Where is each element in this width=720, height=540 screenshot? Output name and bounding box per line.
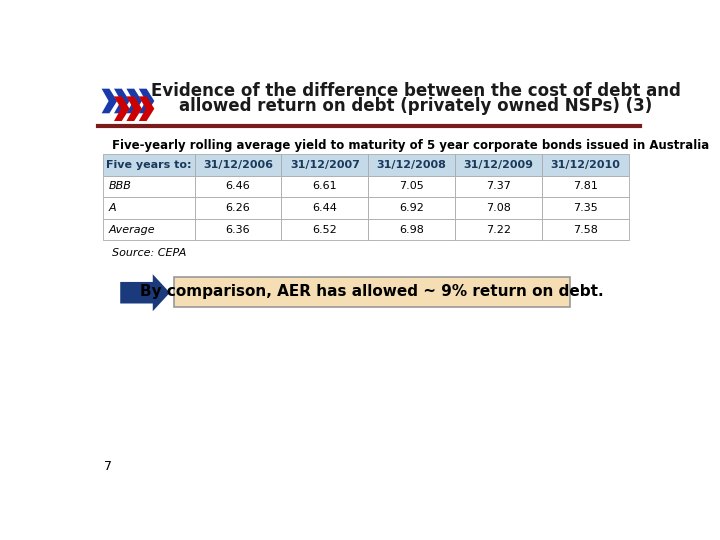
Bar (368, 154, 455, 176)
Text: 7: 7 (104, 460, 112, 473)
Text: BBB: BBB (109, 181, 132, 192)
Text: 7.22: 7.22 (486, 225, 511, 234)
Bar (455, 176, 542, 197)
Text: Five years to:: Five years to: (106, 160, 192, 170)
Text: 7.05: 7.05 (400, 181, 424, 192)
Bar (368, 197, 455, 219)
Bar (174, 278, 570, 307)
Polygon shape (114, 96, 130, 121)
Bar (103, 154, 194, 176)
Text: 31/12/2010: 31/12/2010 (550, 160, 620, 170)
Bar (194, 219, 282, 240)
Bar (103, 197, 194, 219)
Text: 7.35: 7.35 (573, 203, 598, 213)
Bar (542, 176, 629, 197)
Bar (194, 197, 282, 219)
Bar (282, 219, 368, 240)
Text: Evidence of the difference between the cost of debt and: Evidence of the difference between the c… (150, 82, 680, 100)
Text: A: A (109, 203, 116, 213)
Bar (455, 154, 542, 176)
Polygon shape (114, 89, 130, 113)
Text: 6.36: 6.36 (225, 225, 251, 234)
Bar (542, 154, 629, 176)
Bar (368, 176, 455, 197)
Text: 6.44: 6.44 (312, 203, 337, 213)
Polygon shape (139, 96, 154, 121)
Bar (368, 219, 455, 240)
Polygon shape (102, 89, 117, 113)
Text: 6.92: 6.92 (399, 203, 424, 213)
Text: Five-yearly rolling average yield to maturity of 5 year corporate bonds issued i: Five-yearly rolling average yield to mat… (112, 139, 709, 152)
Text: 6.46: 6.46 (225, 181, 251, 192)
Bar (194, 176, 282, 197)
Text: 6.52: 6.52 (312, 225, 337, 234)
Bar (455, 219, 542, 240)
Bar (455, 197, 542, 219)
Text: By comparison, AER has allowed ~ 9% return on debt.: By comparison, AER has allowed ~ 9% retu… (140, 285, 604, 300)
Text: 31/12/2007: 31/12/2007 (290, 160, 360, 170)
Bar (542, 219, 629, 240)
Bar (103, 176, 194, 197)
Text: 7.37: 7.37 (486, 181, 511, 192)
Bar (194, 154, 282, 176)
Polygon shape (127, 96, 142, 121)
Text: 6.61: 6.61 (312, 181, 337, 192)
Text: 6.98: 6.98 (399, 225, 424, 234)
Text: 31/12/2008: 31/12/2008 (377, 160, 446, 170)
Polygon shape (120, 274, 170, 311)
Text: 6.26: 6.26 (225, 203, 251, 213)
Text: 7.58: 7.58 (573, 225, 598, 234)
Bar (282, 176, 368, 197)
Text: 31/12/2009: 31/12/2009 (464, 160, 534, 170)
Bar (282, 197, 368, 219)
Bar (103, 219, 194, 240)
Polygon shape (139, 89, 154, 113)
Text: Source: CEPA: Source: CEPA (112, 248, 186, 258)
Text: 7.08: 7.08 (486, 203, 511, 213)
Polygon shape (127, 89, 142, 113)
Text: Average: Average (109, 225, 156, 234)
Bar (542, 197, 629, 219)
Bar (282, 154, 368, 176)
Text: allowed return on debt (privately owned NSPs) (3): allowed return on debt (privately owned … (179, 97, 652, 115)
Text: 7.81: 7.81 (573, 181, 598, 192)
Text: 31/12/2006: 31/12/2006 (203, 160, 273, 170)
